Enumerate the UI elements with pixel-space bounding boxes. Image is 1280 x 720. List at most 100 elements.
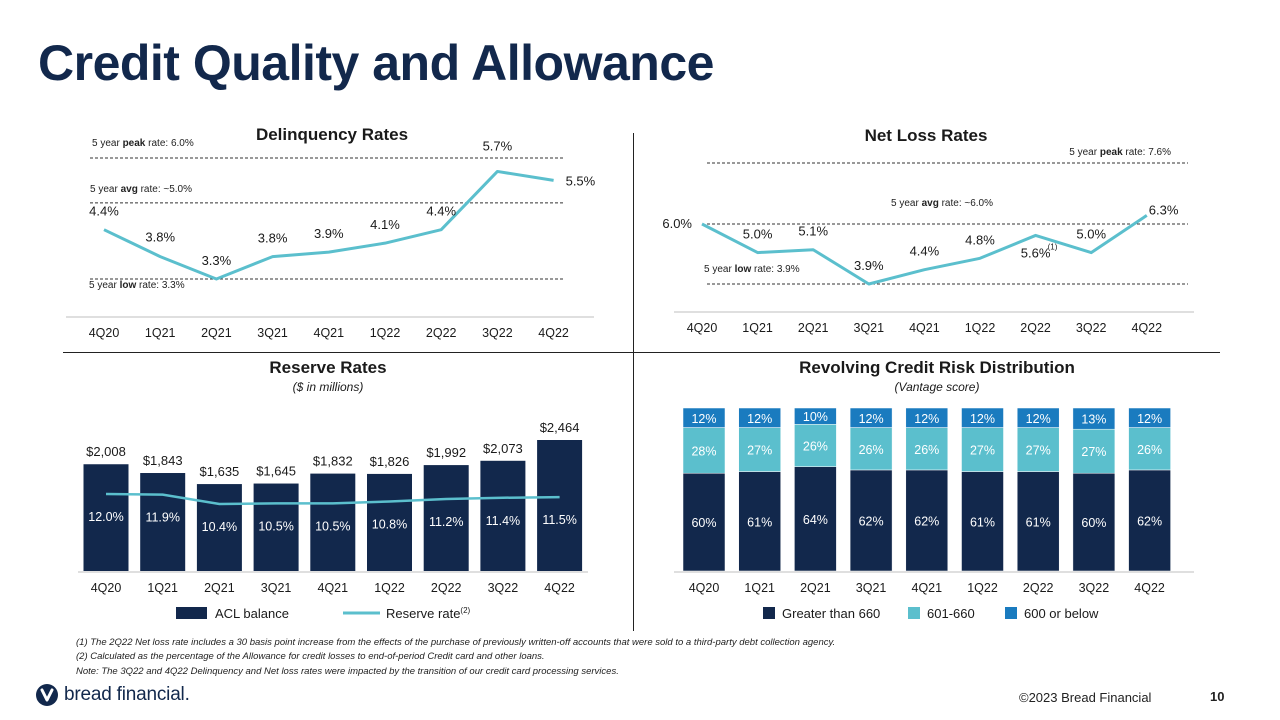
vertical-divider (633, 133, 634, 631)
acl-balance-bar (423, 465, 469, 571)
legend-acl-swatch (176, 607, 207, 619)
delinquency-series-line (103, 169, 554, 281)
risk-bar-segment (682, 472, 726, 572)
delinquency-x-tick: 2Q22 (426, 326, 457, 340)
risk-segment-label: 60% (1081, 516, 1106, 530)
reserve-rate-label: 11.2% (429, 515, 464, 529)
acl-balance-bar (367, 473, 412, 571)
net-loss-x-tick: 1Q21 (742, 321, 773, 335)
net-loss-x-tick: 2Q22 (1020, 321, 1051, 335)
net-loss-value-label: 5.0% (743, 227, 773, 242)
risk-x-tick: 3Q22 (1079, 581, 1110, 595)
legend-risk-label: Greater than 660 (782, 606, 880, 621)
reference-label-peak: 5 year peak rate: 7.6% (1069, 147, 1171, 158)
acl-balance-label: $1,832 (313, 454, 353, 469)
reserve-rate-label: 11.4% (486, 514, 521, 528)
reserve-rate-label: 12.0% (88, 510, 123, 524)
risk-segment-label: 26% (1137, 443, 1162, 457)
risk-x-tick: 4Q20 (689, 581, 720, 595)
acl-balance-bar (480, 460, 526, 571)
risk-x-tick: 1Q22 (967, 581, 998, 595)
legend-risk-swatch (1005, 607, 1017, 619)
net-loss-x-tick: 4Q21 (909, 321, 940, 335)
reserve-x-tick: 3Q22 (488, 581, 519, 595)
risk-bar-segment (1016, 427, 1060, 472)
risk-bar-segment (1128, 469, 1171, 572)
delinquency-x-tick: 2Q21 (201, 326, 232, 340)
reference-label-peak: 5 year peak rate: 6.0% (92, 138, 194, 149)
acl-balance-bar (196, 484, 242, 571)
delinquency-value-label: 4.4% (426, 204, 456, 219)
reserve-x-tick: 2Q22 (431, 581, 462, 595)
horizontal-divider (63, 352, 1220, 353)
delinquency-x-tick: 3Q22 (482, 326, 513, 340)
acl-balance-bar (537, 440, 583, 571)
reserve-x-tick: 3Q21 (261, 581, 292, 595)
reserve-rate-label: 10.5% (315, 519, 350, 533)
delinquency-x-tick: 3Q21 (257, 326, 288, 340)
reserve-title: Reserve Rates (269, 358, 386, 377)
delinquency-value-label: 4.4% (89, 204, 119, 219)
reference-label-low: 5 year low rate: 3.9% (704, 264, 800, 275)
page-number: 10 (1210, 689, 1225, 704)
risk-segment-label: 27% (1026, 444, 1051, 458)
risk-bar-segment (1016, 471, 1060, 572)
reserve-x-tick: 2Q21 (204, 581, 235, 595)
risk-bar-segment (738, 407, 781, 428)
reference-label-avg: 5 year avg rate: ~5.0% (90, 184, 192, 195)
risk-bar-segment (1072, 407, 1116, 430)
acl-balance-label: $2,073 (483, 441, 523, 456)
net-loss-x-tick: 4Q20 (687, 321, 718, 335)
risk-bar-segment (849, 427, 893, 471)
net-loss-series-line (701, 214, 1148, 286)
risk-bar-segment (1128, 427, 1171, 471)
acl-balance-label: $2,464 (540, 420, 580, 435)
acl-balance-label: $1,826 (370, 454, 410, 469)
risk-bar-segment (1128, 407, 1171, 428)
risk-bar-segment (961, 471, 1004, 572)
risk-x-tick: 2Q21 (800, 581, 831, 595)
reserve-subtitle: ($ in millions) (293, 380, 364, 394)
net-loss-x-tick: 3Q21 (854, 321, 885, 335)
risk-bar-segment (1072, 472, 1116, 572)
risk-segment-label: 27% (747, 444, 772, 458)
delinquency-title: Delinquency Rates (256, 125, 408, 144)
acl-balance-label: $1,992 (426, 445, 466, 460)
reserve-rate-line (105, 492, 560, 506)
reserve-x-tick: 4Q22 (544, 581, 575, 595)
reserve-x-tick: 4Q20 (91, 581, 122, 595)
risk-segment-label: 10% (803, 410, 828, 424)
logo-text: bread financial. (64, 684, 190, 705)
risk-x-tick: 3Q21 (856, 581, 887, 595)
net-loss-value-label: 6.3% (1149, 202, 1179, 217)
reserve-rate-label: 10.5% (258, 519, 293, 533)
bread-financial-logo: bread financial. (36, 684, 190, 706)
legend-risk-label: 601-660 (927, 606, 975, 621)
risk-bar-segment (794, 466, 837, 572)
legend-risk-label: 600 or below (1024, 606, 1099, 621)
risk-bar-segment (905, 469, 949, 572)
risk-segment-label: 12% (914, 412, 939, 426)
risk-bar-segment (905, 407, 949, 428)
net-loss-x-tick: 1Q22 (965, 321, 996, 335)
reserve-x-tick: 1Q22 (374, 581, 405, 595)
delinquency-x-tick: 4Q22 (538, 326, 569, 340)
net-loss-x-tick: 3Q22 (1076, 321, 1107, 335)
legend-acl-label: ACL balance (215, 606, 289, 621)
risk-x-tick: 1Q21 (744, 581, 775, 595)
delinquency-x-tick: 4Q20 (89, 326, 120, 340)
reference-label-low: 5 year low rate: 3.3% (89, 280, 185, 291)
acl-balance-label: $1,843 (143, 453, 183, 468)
risk-segment-label: 64% (803, 513, 828, 527)
footnote-note: Note: The 3Q22 and 4Q22 Delinquency and … (76, 666, 619, 677)
risk-segment-label: 28% (691, 444, 716, 458)
risk-bar-segment (682, 407, 726, 428)
delinquency-x-tick: 1Q22 (370, 326, 401, 340)
risk-bar-segment (849, 407, 893, 428)
delinquency-value-label: 5.5% (566, 173, 596, 188)
risk-segment-label: 12% (747, 412, 772, 426)
legend-risk-swatch (763, 607, 775, 619)
risk-segment-label: 62% (914, 514, 939, 528)
net-loss-value-label: 5.0% (1076, 227, 1106, 242)
reserve-x-tick: 1Q21 (147, 581, 178, 595)
